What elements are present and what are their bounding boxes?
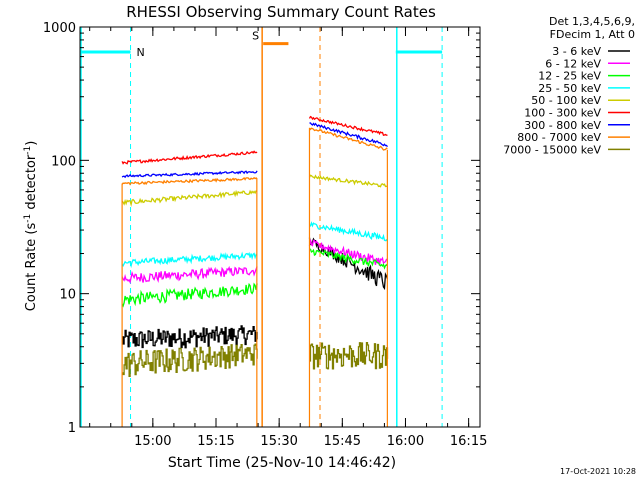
- series-line: [308, 115, 388, 137]
- legend: Det 1,3,4,5,6,9, FDecim 1, Att 0 3 - 6 k…: [503, 15, 635, 156]
- y-axis-label-sup2: -1: [23, 146, 33, 155]
- x-axis-label: Start Time (25-Nov-10 14:46:42): [168, 455, 396, 471]
- legend-header-line-2: FDecim 1, Att 0: [550, 28, 635, 41]
- x-tick-label: 15:15: [197, 434, 234, 449]
- y-axis-label-end: ): [24, 141, 39, 146]
- legend-entry-label: 300 - 800 keV: [524, 119, 601, 132]
- series-line: [121, 170, 258, 179]
- y-axis-label: Count Rate (s-1 detector-1): [23, 141, 39, 312]
- series-line: [309, 122, 388, 148]
- series-line: [121, 265, 258, 285]
- series-line: [309, 221, 389, 242]
- y-tick-label: 10: [59, 288, 76, 303]
- series-line: [121, 189, 258, 207]
- series-line: [308, 239, 388, 266]
- series-line: [308, 174, 388, 188]
- x-tick-label: 16:15: [450, 434, 487, 449]
- legend-entry-label: 6 - 12 keV: [545, 57, 601, 70]
- legend-entry-label: 3 - 6 keV: [552, 45, 601, 58]
- data-layer: NS: [80, 27, 443, 427]
- x-tick-label: 15:30: [260, 434, 297, 449]
- legend-entry-label: 100 - 300 keV: [524, 107, 601, 120]
- y-axis-label-main: Count Rate (s: [24, 223, 39, 312]
- plot-frame: [79, 26, 481, 428]
- series-line: [121, 150, 258, 165]
- series-line: [309, 248, 388, 270]
- legend-entry-label: 50 - 100 keV: [531, 94, 601, 107]
- chart-title: RHESSI Observing Summary Count Rates: [126, 3, 436, 21]
- y-axis: 1 10 100 1000: [43, 21, 480, 436]
- legend-header-line-1: Det 1,3,4,5,6,9,: [549, 15, 635, 28]
- series-line: [308, 127, 388, 151]
- legend-entry-label: 12 - 25 keV: [538, 70, 601, 83]
- x-tick-label: 15:00: [134, 434, 171, 449]
- saa-flag-label: S: [252, 30, 259, 43]
- x-tick-label: 15:45: [324, 434, 361, 449]
- x-tick-label: 16:00: [387, 434, 424, 449]
- legend-entry-label: 25 - 50 keV: [538, 82, 601, 95]
- y-tick-label: 100: [51, 154, 76, 169]
- y-axis-label-mid: detector: [24, 154, 39, 214]
- x-axis: 15:00 15:15 15:30 15:45 16:00 16:15: [89, 27, 487, 449]
- series-line: [122, 325, 258, 349]
- legend-entry-label: 7000 - 15000 keV: [503, 143, 601, 156]
- series-line: [122, 343, 258, 377]
- y-axis-label-sup1: -1: [23, 214, 33, 223]
- series-line: [121, 282, 258, 308]
- timestamp: 17-Oct-2021 10:28: [560, 467, 636, 476]
- series-line: [121, 176, 258, 186]
- y-tick-label: 1000: [43, 21, 76, 36]
- series-line: [121, 251, 258, 269]
- y-tick-label: 1: [68, 421, 76, 436]
- night-flag-label: N: [137, 46, 145, 59]
- series-line: [309, 341, 389, 370]
- legend-entry-label: 800 - 7000 keV: [517, 131, 601, 144]
